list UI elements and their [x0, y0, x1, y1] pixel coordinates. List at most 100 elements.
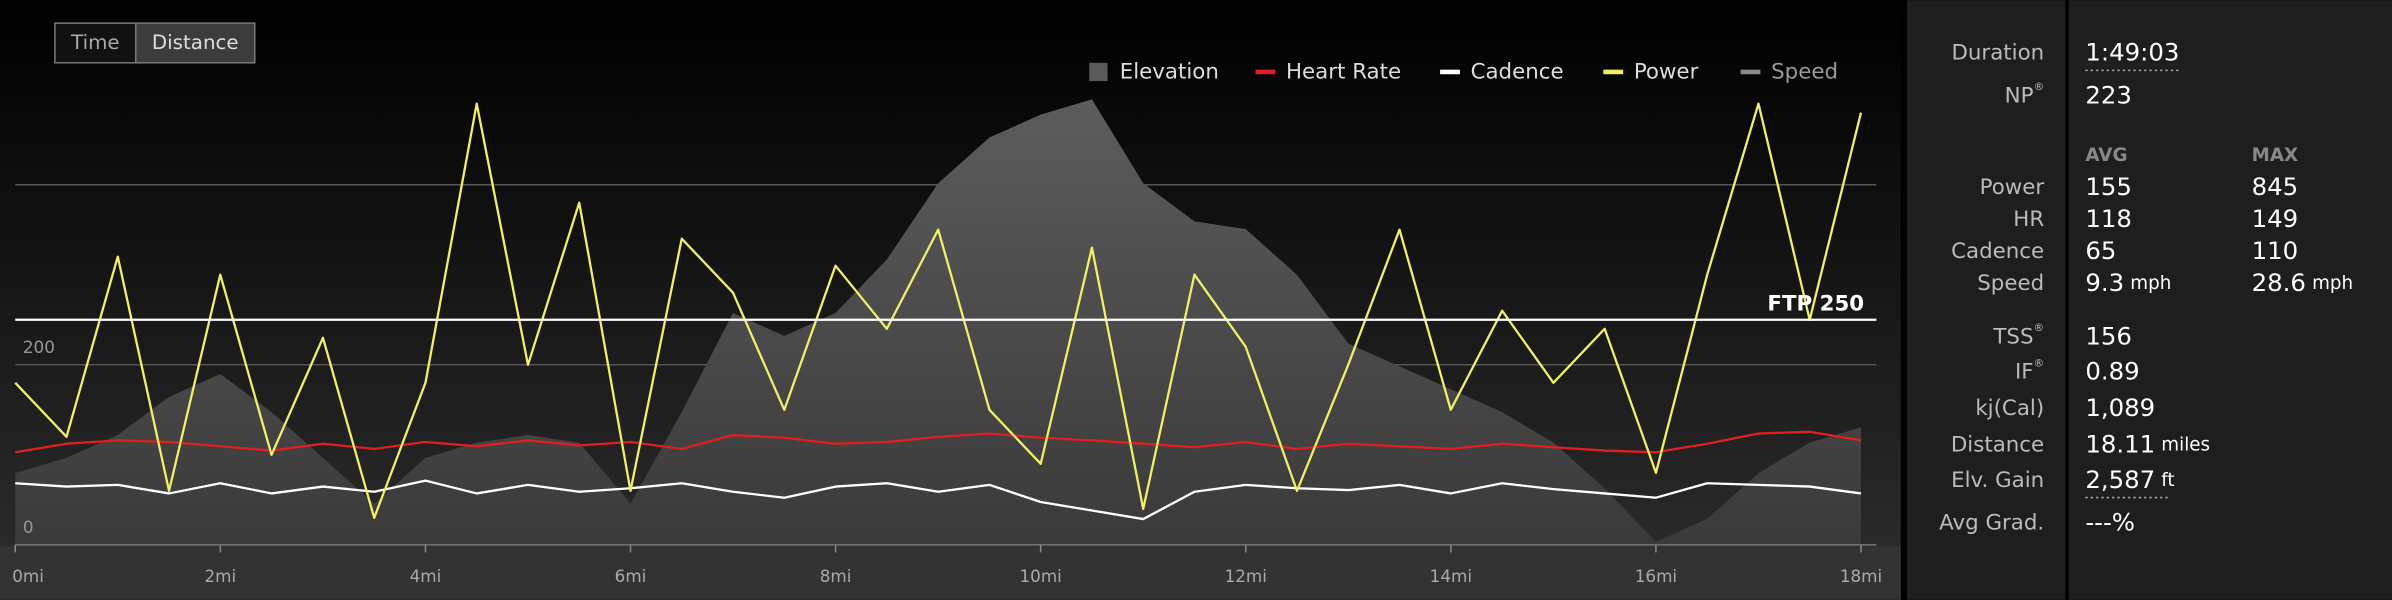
stat-label-text: Distance — [1951, 433, 2044, 458]
legend-swatch — [1740, 69, 1761, 75]
stat-label: Avg Grad. — [1939, 510, 2044, 535]
legend-label: Elevation — [1120, 60, 1219, 85]
stat-value: 65 — [2085, 236, 2116, 265]
stat-value: 149 — [2252, 204, 2299, 233]
stat-value-text: 845 — [2252, 172, 2299, 201]
stat-value-text: 110 — [2252, 236, 2299, 265]
legend-swatch — [1603, 69, 1624, 75]
stat-value: 110 — [2252, 236, 2299, 265]
stat-unit: ft — [2161, 470, 2174, 491]
stat-header: MAX — [2252, 145, 2298, 166]
stat-value-text: 155 — [2085, 172, 2132, 201]
stat-value: 223 — [2085, 80, 2132, 109]
x-tick-label: 10mi — [1020, 566, 1062, 586]
stat-label: NP® — [2005, 80, 2044, 108]
y-tick-label: 0 — [23, 517, 34, 537]
stat-label: Distance — [1951, 433, 2044, 458]
stat-label-text: Speed — [1977, 271, 2044, 296]
series-line — [15, 430, 1862, 454]
y-tick-label: 200 — [23, 337, 55, 357]
toggle-button[interactable] — [135, 22, 256, 64]
stat-header: AVG — [2085, 145, 2127, 166]
stat-label-text: IF — [2015, 359, 2034, 384]
stat-unit: mph — [2312, 273, 2353, 294]
stat-label-sup: ® — [2034, 356, 2045, 369]
stat-value-text: 118 — [2085, 204, 2132, 233]
stat-value: 0.89 — [2085, 356, 2139, 385]
stat-label-text: Cadence — [1951, 239, 2044, 264]
stats-panel — [1906, 0, 2392, 600]
stat-label: Elv. Gain — [1951, 468, 2044, 493]
x-axis-band — [0, 546, 1901, 600]
stat-label: Speed — [1977, 271, 2044, 296]
stat-value: 155 — [2085, 172, 2132, 201]
series-line — [14, 102, 1863, 519]
stat-value-text: 0.89 — [2085, 356, 2139, 385]
stat-value: 118 — [2085, 204, 2132, 233]
stat-label-text: TSS — [1992, 324, 2033, 349]
stat-value: 845 — [2252, 172, 2299, 201]
ftp-label: FTP 250 — [1767, 292, 1864, 317]
legend-label: Power — [1634, 60, 1699, 85]
legend-label: Cadence — [1471, 60, 1564, 85]
stat-value: 18.11 miles — [2085, 430, 2210, 459]
stat-value-text: 65 — [2085, 236, 2116, 265]
stat-label-text: HR — [2013, 207, 2044, 232]
stat-label-sup: ® — [2034, 80, 2045, 93]
legend-label: Speed — [1771, 60, 1838, 85]
stat-value: 1,089 — [2085, 393, 2155, 422]
x-tick-label: 4mi — [410, 566, 442, 586]
stat-value-text: 223 — [2085, 80, 2132, 109]
stat-value-text: ---% — [2085, 507, 2135, 536]
stat-value-text: 9.3 — [2085, 268, 2124, 297]
stat-label: Power — [1980, 175, 2045, 200]
x-tick-label: 6mi — [615, 566, 647, 586]
stat-label: IF® — [2015, 356, 2044, 384]
elevation-area — [15, 99, 1861, 545]
legend-swatch — [1089, 62, 1108, 82]
stat-label: kj(Cal) — [1975, 396, 2044, 421]
stat-label: HR — [2013, 207, 2044, 232]
legend-label: Heart Rate — [1286, 60, 1401, 85]
series-line — [15, 479, 1862, 521]
stat-value-text: 18.11 — [2085, 430, 2155, 459]
stat-value: 1:49:03 — [2085, 38, 2179, 67]
stat-value: 28.6 mph — [2252, 268, 2353, 297]
stat-value-text: 149 — [2252, 204, 2299, 233]
stat-label: Cadence — [1951, 239, 2044, 264]
stat-unit: mph — [2130, 273, 2171, 294]
legend: Elevation Heart Rate Cadence Power Speed — [1089, 60, 1838, 85]
stat-value: 156 — [2085, 321, 2132, 350]
legend-swatch — [1440, 69, 1460, 75]
stat-label-sup: ® — [2034, 321, 2045, 334]
legend-swatch — [1255, 69, 1276, 75]
plot: 0 200 0mi 2mi 4mi 6mi 8mi 10mi 12mi 14mi 16mi 18mi F… — [12, 99, 1882, 586]
stat-label-text: kj(Cal) — [1975, 396, 2044, 421]
x-tick-label: 12mi — [1225, 566, 1267, 586]
toggle-button[interactable] — [54, 22, 137, 64]
stats: Duration 1:49:03 NP® 223 AVG MAX Power 155 845 HR… — [1939, 38, 2353, 537]
stat-value-text: 1,089 — [2085, 393, 2155, 422]
stat-label-text: Avg Grad. — [1939, 510, 2044, 535]
stat-label-text: Power — [1980, 175, 2045, 200]
stat-unit: miles — [2161, 435, 2210, 456]
x-tick-label: 16mi — [1635, 566, 1677, 586]
toggle-label[interactable]: Time — [70, 31, 120, 54]
stat-value-text: 2,587 — [2085, 465, 2155, 494]
stat-label-text: Duration — [1951, 41, 2044, 66]
stat-value-text: 28.6 — [2252, 268, 2306, 297]
x-tick-label: 0mi — [12, 566, 44, 586]
x-tick-label: 14mi — [1430, 566, 1472, 586]
stat-value-text: 156 — [2085, 321, 2132, 350]
x-tick-label: 18mi — [1840, 566, 1882, 586]
stat-value: ---% — [2085, 507, 2135, 536]
stat-value: 2,587 ft — [2085, 465, 2174, 494]
toggle-label[interactable]: Distance — [152, 31, 239, 54]
view-toggle: Time Distance — [54, 22, 256, 64]
stat-label: Duration — [1951, 41, 2044, 66]
stat-value-text: 1:49:03 — [2085, 38, 2179, 67]
x-tick-label: 2mi — [205, 566, 237, 586]
x-tick-label: 8mi — [820, 566, 852, 586]
